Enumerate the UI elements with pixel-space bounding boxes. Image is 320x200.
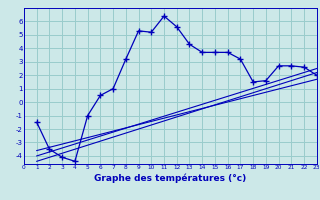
X-axis label: Graphe des températures (°c): Graphe des températures (°c)	[94, 173, 246, 183]
